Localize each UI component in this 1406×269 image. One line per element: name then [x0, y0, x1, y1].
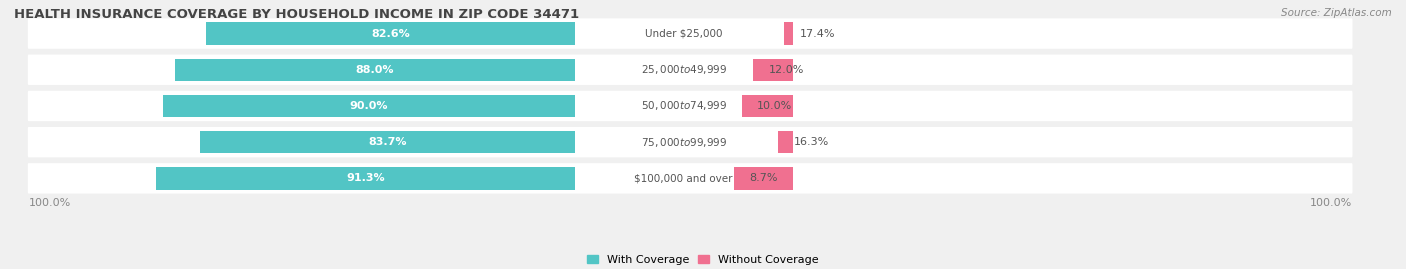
Text: 90.0%: 90.0% [350, 101, 388, 111]
Text: 83.7%: 83.7% [368, 137, 406, 147]
Legend: With Coverage, Without Coverage: With Coverage, Without Coverage [588, 254, 818, 265]
FancyBboxPatch shape [28, 163, 1353, 194]
Bar [174, 59, 575, 81]
Text: $50,000 to $74,999: $50,000 to $74,999 [641, 100, 727, 112]
Bar [200, 131, 575, 153]
FancyBboxPatch shape [28, 55, 1353, 85]
Text: HEALTH INSURANCE COVERAGE BY HOUSEHOLD INCOME IN ZIP CODE 34471: HEALTH INSURANCE COVERAGE BY HOUSEHOLD I… [14, 8, 579, 21]
FancyBboxPatch shape [28, 127, 1353, 157]
Text: Under $25,000: Under $25,000 [645, 29, 723, 38]
Text: 100.0%: 100.0% [1309, 198, 1351, 208]
Text: 16.3%: 16.3% [793, 137, 828, 147]
FancyBboxPatch shape [28, 18, 1353, 49]
Text: 8.7%: 8.7% [749, 173, 778, 183]
Text: 91.3%: 91.3% [346, 173, 384, 183]
Bar [734, 167, 793, 190]
Text: 82.6%: 82.6% [371, 29, 409, 38]
Text: 10.0%: 10.0% [756, 101, 792, 111]
Bar [778, 131, 793, 153]
Bar [163, 95, 575, 117]
Text: 100.0%: 100.0% [28, 198, 70, 208]
Text: Source: ZipAtlas.com: Source: ZipAtlas.com [1281, 8, 1392, 18]
Bar [156, 167, 575, 190]
Text: 12.0%: 12.0% [769, 65, 804, 75]
Text: $75,000 to $99,999: $75,000 to $99,999 [641, 136, 727, 149]
Text: $100,000 and over: $100,000 and over [634, 173, 733, 183]
Text: 17.4%: 17.4% [800, 29, 835, 38]
Bar [741, 95, 793, 117]
Bar [207, 22, 575, 45]
Text: 88.0%: 88.0% [356, 65, 394, 75]
FancyBboxPatch shape [28, 91, 1353, 121]
Bar [754, 59, 793, 81]
Text: $25,000 to $49,999: $25,000 to $49,999 [641, 63, 727, 76]
Bar [785, 22, 793, 45]
